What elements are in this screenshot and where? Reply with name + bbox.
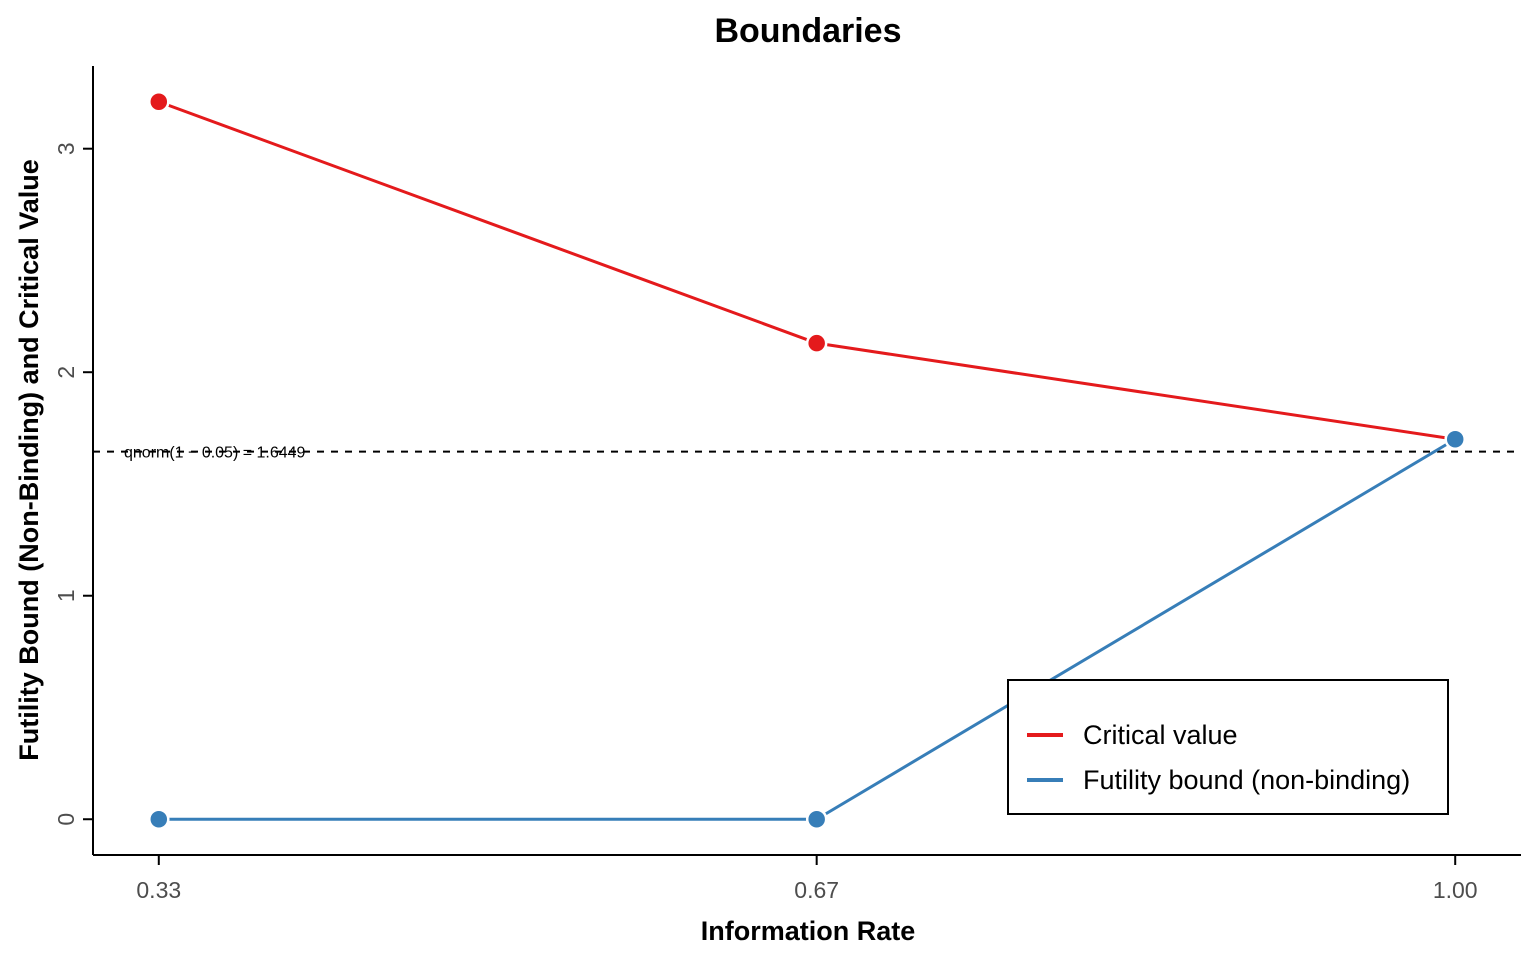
plot-area: qnorm(1 − 0.05) = 1.6449 [93, 91, 1521, 830]
x-tick-label-0: 0.33 [136, 877, 181, 903]
axes: 0 1 2 3 0.33 0.67 1.00 [53, 66, 1521, 903]
legend-label-critical-value: Critical value [1083, 720, 1238, 750]
x-tick-label-2: 1.00 [1433, 877, 1478, 903]
reference-line-label: qnorm(1 − 0.05) = 1.6449 [124, 445, 306, 462]
data-point-0-1 [805, 332, 828, 354]
x-axis-title: Information Rate [701, 916, 916, 946]
legend-box [1007, 679, 1449, 815]
y-axis-title: Futility Bound (Non-Binding) and Critica… [14, 159, 44, 760]
data-point-1-2 [1444, 428, 1466, 451]
legend: Critical value Futility bound (non-bindi… [1007, 679, 1449, 815]
data-point-1-0 [148, 808, 170, 830]
series-line-0 [158, 100, 1456, 441]
y-tick-label-2: 2 [53, 366, 79, 379]
y-tick-label-1: 1 [53, 589, 79, 602]
legend-label-futility-bound: Futility bound (non-binding) [1083, 765, 1410, 795]
y-tick-label-3: 3 [53, 142, 79, 155]
data-point-1-1 [805, 808, 828, 830]
y-tick-label-0: 0 [53, 813, 79, 826]
x-tick-label-1: 0.67 [794, 877, 839, 903]
chart-title: Boundaries [714, 12, 901, 50]
data-point-0-0 [148, 91, 170, 113]
